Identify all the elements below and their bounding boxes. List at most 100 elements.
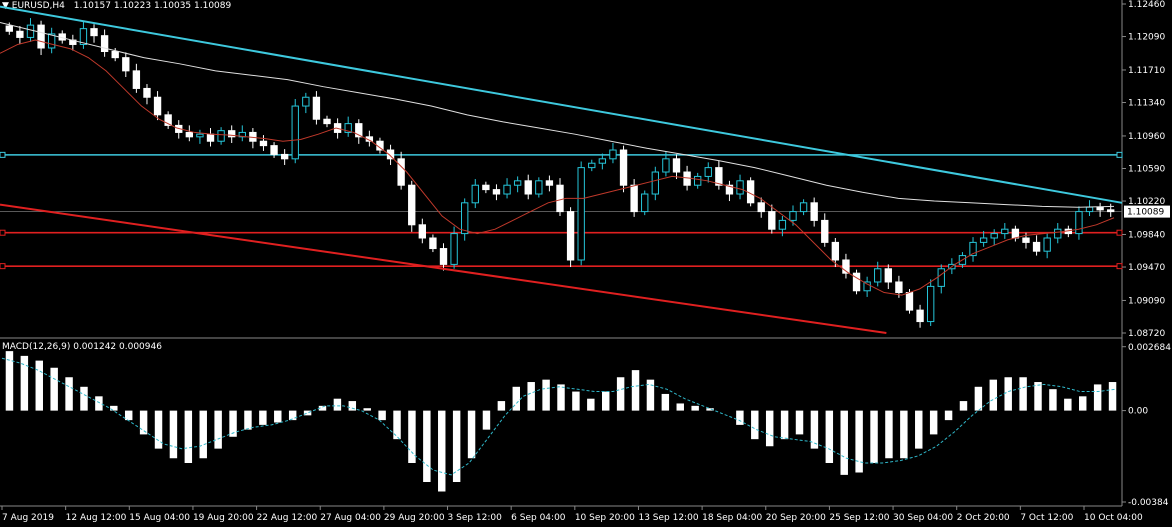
candle-body (503, 184, 511, 195)
candle (598, 153, 607, 170)
candle (704, 162, 712, 183)
price-tick-label: 1.10960 (1128, 132, 1165, 142)
candle (153, 91, 162, 121)
candle-body (852, 272, 861, 292)
candle (693, 172, 702, 189)
current-price-label: 1.10089 (1124, 205, 1170, 218)
candle-body (280, 153, 289, 160)
candle (482, 181, 490, 194)
symbol-label: ▼ EURUSD,H4 (2, 1, 65, 11)
time-tick-label: 6 Sep 04:00 (511, 513, 566, 523)
candle (831, 237, 840, 268)
candle-body (37, 24, 45, 49)
candle-body (302, 96, 310, 107)
candle-body (408, 184, 416, 226)
candle (979, 230, 988, 247)
candle-body (492, 189, 501, 195)
support-trendline (0, 203, 887, 334)
candle-body (545, 180, 554, 186)
candle-body (291, 105, 299, 160)
candle-body (874, 268, 882, 283)
candle-body (164, 114, 172, 126)
candle (143, 84, 151, 105)
candle (206, 128, 215, 147)
ohlc-values: 1.10157 1.10223 1.10035 1.10089 (73, 1, 232, 11)
time-tick-label: 3 Sep 12:00 (448, 513, 503, 523)
candle-body (16, 30, 24, 38)
price-tick-label: 1.10220 (1128, 197, 1165, 207)
resistance-trendline (0, 5, 1123, 204)
candle (79, 21, 88, 49)
time-tick-label: 12 Aug 12:00 (66, 513, 127, 523)
candle-body (725, 184, 734, 195)
candle-body (651, 171, 659, 195)
candle-body (662, 158, 670, 173)
ma-slow-line (0, 21, 1115, 208)
candle-body (26, 24, 35, 38)
price-tick-label: 1.11340 (1128, 99, 1165, 109)
candle (69, 34, 77, 51)
trendlines[interactable] (0, 5, 1123, 334)
candle-body (429, 237, 437, 250)
candle (1085, 200, 1094, 217)
price-tick-label: 1.12090 (1128, 33, 1165, 43)
moving-averages (0, 21, 1115, 296)
candle (736, 174, 744, 200)
candle-body (386, 149, 395, 160)
candle (715, 160, 723, 190)
level-handle-right (1116, 263, 1123, 270)
candle-body (100, 35, 109, 53)
candle-body (609, 149, 617, 160)
candle-body (482, 184, 490, 191)
candle (619, 145, 628, 193)
candle-body (535, 180, 543, 195)
candle-body (799, 202, 808, 213)
candle-body (228, 130, 236, 138)
candle-body (450, 233, 458, 265)
time-tick-label: 29 Aug 20:00 (384, 513, 445, 523)
candle (725, 180, 734, 202)
candle-body (598, 158, 607, 164)
candle-body (1107, 209, 1115, 213)
level-handle-right (1116, 229, 1123, 236)
macd-tick-label: 0.002684 (1128, 343, 1171, 353)
candle-body (979, 237, 988, 243)
candle-body (969, 241, 977, 257)
candle (132, 63, 141, 93)
candle-body (418, 224, 427, 239)
candle (1011, 225, 1020, 242)
candle (429, 234, 437, 253)
candle (746, 177, 755, 207)
symbol-header: ▼ EURUSD,H4 1.10157 1.10223 1.10035 1.10… (2, 1, 231, 11)
candle-body (344, 123, 352, 133)
candle (1001, 223, 1009, 239)
candle (641, 190, 649, 216)
candle (545, 175, 554, 192)
candle (16, 25, 24, 44)
candle-body (1032, 241, 1041, 252)
candle (884, 264, 892, 290)
time-tick-label: 25 Sep 12:00 (829, 513, 889, 523)
candle (577, 161, 585, 266)
macd-signal-line (1, 357, 1117, 476)
candle (344, 116, 352, 137)
candle-body (588, 162, 596, 169)
candle (439, 243, 448, 271)
candle (450, 226, 458, 269)
candle-body (323, 118, 331, 125)
candle-body (821, 219, 829, 243)
macd-panel (1, 351, 1117, 492)
time-tick-label: 2 Oct 20:00 (957, 513, 1010, 523)
time-tick-label: 10 Oct 04:00 (1084, 513, 1143, 523)
candle (672, 154, 681, 180)
candle (185, 125, 194, 142)
candle (990, 229, 998, 246)
candle-body (47, 33, 56, 49)
candle-body (704, 167, 712, 177)
candle-body (5, 25, 13, 32)
candle-body (513, 180, 522, 186)
candle-body (810, 202, 818, 221)
candle-body (132, 70, 141, 89)
candle-body (206, 133, 215, 142)
